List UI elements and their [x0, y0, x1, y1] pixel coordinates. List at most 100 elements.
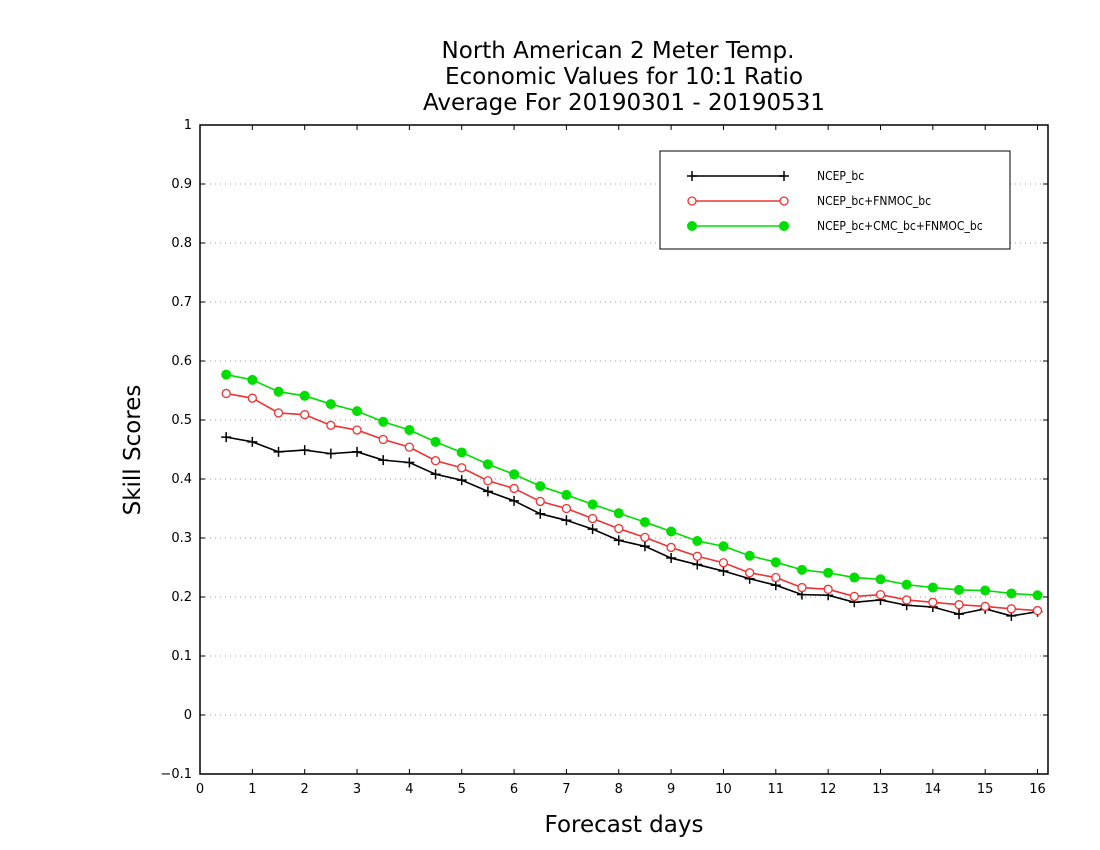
data-point	[1032, 605, 1043, 616]
data-point	[954, 609, 965, 620]
grid-lines	[200, 183, 1048, 716]
data-point	[692, 559, 703, 570]
data-point	[430, 456, 441, 466]
data-point	[980, 585, 991, 596]
data-point	[587, 524, 598, 535]
data-point	[325, 399, 336, 410]
data-point	[587, 513, 598, 524]
data-point	[587, 499, 598, 510]
x-tick-label: 14	[925, 782, 942, 797]
data-point	[482, 459, 493, 470]
data-point	[352, 425, 362, 435]
x-tick-label: 15	[977, 782, 994, 797]
data-point	[404, 425, 415, 436]
data-point	[744, 568, 755, 578]
legend-label: NCEP_bc+CMC_bc+FNMOC_bc	[817, 219, 983, 233]
x-axis-label: Forecast days	[545, 812, 704, 838]
data-point	[927, 582, 938, 593]
x-tick-label: 16	[1029, 782, 1046, 797]
data-point	[718, 558, 729, 568]
data-point	[509, 495, 520, 506]
data-point	[561, 503, 572, 514]
y-tick-label: 0.4	[171, 472, 192, 487]
data-point	[639, 517, 650, 528]
data-point	[352, 446, 363, 457]
data-point	[378, 416, 389, 427]
chart-title-line-3: Average For 20190301 - 20190531	[423, 90, 825, 116]
data-point	[849, 572, 860, 583]
y-tick-label: 0.5	[171, 413, 192, 428]
data-point	[482, 486, 493, 497]
data-point	[326, 420, 336, 430]
data-point	[457, 463, 467, 473]
data-point	[273, 446, 284, 457]
x-tick-label: 10	[715, 782, 732, 797]
y-axis-ticks: −0.1 0 0.1 0.2 0.3 0.4 0.5 0.6 0.7 0.8 0.9 1	[160, 118, 1048, 782]
data-point	[928, 597, 938, 607]
x-tick-label: 6	[510, 782, 518, 797]
data-point	[771, 572, 781, 583]
y-tick-label: 0.3	[171, 531, 192, 546]
series-layer	[221, 369, 1043, 621]
data-point	[687, 171, 697, 181]
data-point	[954, 600, 964, 610]
data-point	[901, 579, 912, 590]
x-tick-label: 13	[872, 782, 889, 797]
data-point	[299, 445, 310, 456]
x-tick-label: 11	[768, 782, 785, 797]
data-point	[404, 457, 415, 468]
x-tick-label: 12	[820, 782, 837, 797]
data-point	[692, 551, 702, 561]
data-point	[875, 574, 886, 585]
data-point	[779, 196, 789, 206]
legend-entry: NCEP_bc+FNMOC_bc	[687, 194, 931, 208]
data-point	[273, 408, 284, 418]
y-tick-label: 0.2	[171, 590, 192, 605]
data-point	[796, 564, 807, 575]
y-axis-label: Skill Scores	[120, 385, 146, 516]
x-tick-label: 8	[615, 782, 623, 797]
data-point	[718, 566, 729, 577]
chart-title-line-2: Economic Values for 10:1 Ratio	[445, 64, 803, 90]
data-point	[613, 535, 624, 546]
data-point	[456, 447, 467, 458]
y-tick-label: 0.1	[171, 649, 192, 664]
y-tick-label: 0.7	[171, 295, 192, 310]
data-point	[797, 582, 807, 593]
data-point	[614, 523, 624, 534]
data-point	[692, 535, 703, 546]
x-tick-label: 0	[196, 782, 204, 797]
data-point	[509, 469, 520, 480]
series-ncep-bc-cmc-bc-fnmoc-bc	[221, 369, 1043, 601]
data-point	[613, 508, 624, 519]
data-point	[535, 496, 545, 507]
y-tick-label: 0.9	[171, 177, 192, 192]
x-tick-label: 5	[458, 782, 466, 797]
data-point	[247, 374, 258, 385]
data-point	[640, 532, 650, 543]
data-point	[535, 481, 546, 492]
data-point	[666, 553, 677, 564]
data-point	[980, 601, 990, 612]
data-point	[666, 542, 676, 553]
data-point	[221, 369, 232, 380]
legend-entries: NCEP_bc NCEP_bc+FNMOC_bc NCEP_bc+CMC_bc+FN…	[687, 169, 983, 233]
chart-title-line-1: North American 2 Meter Temp.	[442, 38, 795, 64]
legend-entry: NCEP_bc	[687, 169, 864, 183]
y-tick-label: 1	[184, 118, 192, 133]
data-point	[430, 436, 441, 447]
series-line	[226, 373, 1038, 597]
legend-label: NCEP_bc+FNMOC_bc	[817, 194, 931, 208]
data-point	[300, 410, 310, 420]
data-point	[770, 557, 781, 568]
y-tick-label: 0.6	[171, 354, 192, 369]
data-point	[273, 386, 284, 397]
data-point	[378, 455, 389, 466]
data-point	[954, 584, 965, 595]
x-tick-label: 1	[248, 782, 256, 797]
series-line	[226, 392, 1038, 612]
y-tick-label: −0.1	[160, 767, 192, 782]
data-point	[639, 541, 650, 552]
data-point	[247, 393, 257, 403]
